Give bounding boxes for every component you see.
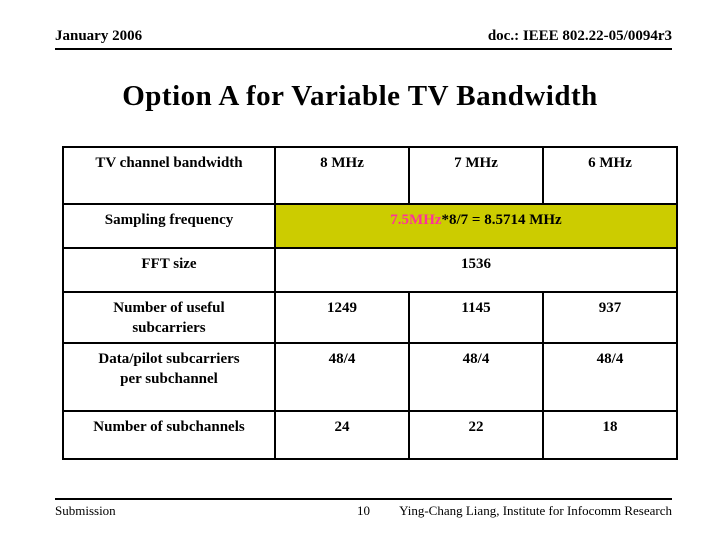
row-label: FFT size [62, 247, 276, 293]
table-row-fft-size: FFT size 1536 [62, 247, 678, 293]
footer-author-affiliation: Ying-Chang Liang, Institute for Infocomm… [399, 503, 672, 518]
table-row-useful-subcarriers: Number of useful subcarriers 1249 1145 9… [62, 291, 678, 344]
row-label: TV channel bandwidth [62, 146, 276, 205]
table-cell: 48/4 [408, 342, 544, 412]
table-row-data-pilot-subcarriers: Data/pilot subcarriers per subchannel 48… [62, 342, 678, 412]
table-cell: 1536 [274, 247, 678, 293]
highlighted-formula-cell: 7.5MHz*8/7 = 8.5714 MHz [274, 203, 678, 249]
table-row-sampling-frequency: Sampling frequency 7.5MHz*8/7 = 8.5714 M… [62, 203, 678, 249]
formula-rest-text: *8/7 = 8.5714 MHz [441, 212, 562, 228]
table-cell: 6 MHz [542, 146, 678, 205]
table-cell: 18 [542, 410, 678, 460]
footer-submission-label: Submission [55, 503, 116, 518]
table-cell: 48/4 [542, 342, 678, 412]
row-label: Data/pilot subcarriers per subchannel [62, 342, 276, 412]
table-cell: 937 [542, 291, 678, 344]
header-date: January 2006 [55, 28, 143, 44]
slide-footer: Submission 10 Ying-Chang Liang, Institut… [55, 498, 672, 519]
table-row-tv-channel-bandwidth: TV channel bandwidth 8 MHz 7 MHz 6 MHz [62, 146, 678, 205]
page-title: Option A for Variable TV Bandwidth [122, 80, 598, 112]
table-cell: 22 [408, 410, 544, 460]
row-label: Number of subchannels [62, 410, 276, 460]
table-cell: 48/4 [274, 342, 410, 412]
footer-page-number: 10 [357, 503, 370, 518]
bandwidth-table: TV channel bandwidth 8 MHz 7 MHz 6 MHz S… [62, 146, 678, 460]
table-cell: 1145 [408, 291, 544, 344]
table-cell: 24 [274, 410, 410, 460]
table-cell: 1249 [274, 291, 410, 344]
table-cell: 8 MHz [274, 146, 410, 205]
row-label: Number of useful subcarriers [62, 291, 276, 344]
row-label: Sampling frequency [62, 203, 276, 249]
table-cell: 7 MHz [408, 146, 544, 205]
table-row-number-of-subchannels: Number of subchannels 24 22 18 [62, 410, 678, 460]
header-doc-number: doc.: IEEE 802.22-05/0094r3 [487, 28, 672, 44]
formula-highlight-text: 7.5MHz [390, 212, 442, 228]
slide-header: January 2006 doc.: IEEE 802.22-05/0094r3 [55, 28, 672, 50]
